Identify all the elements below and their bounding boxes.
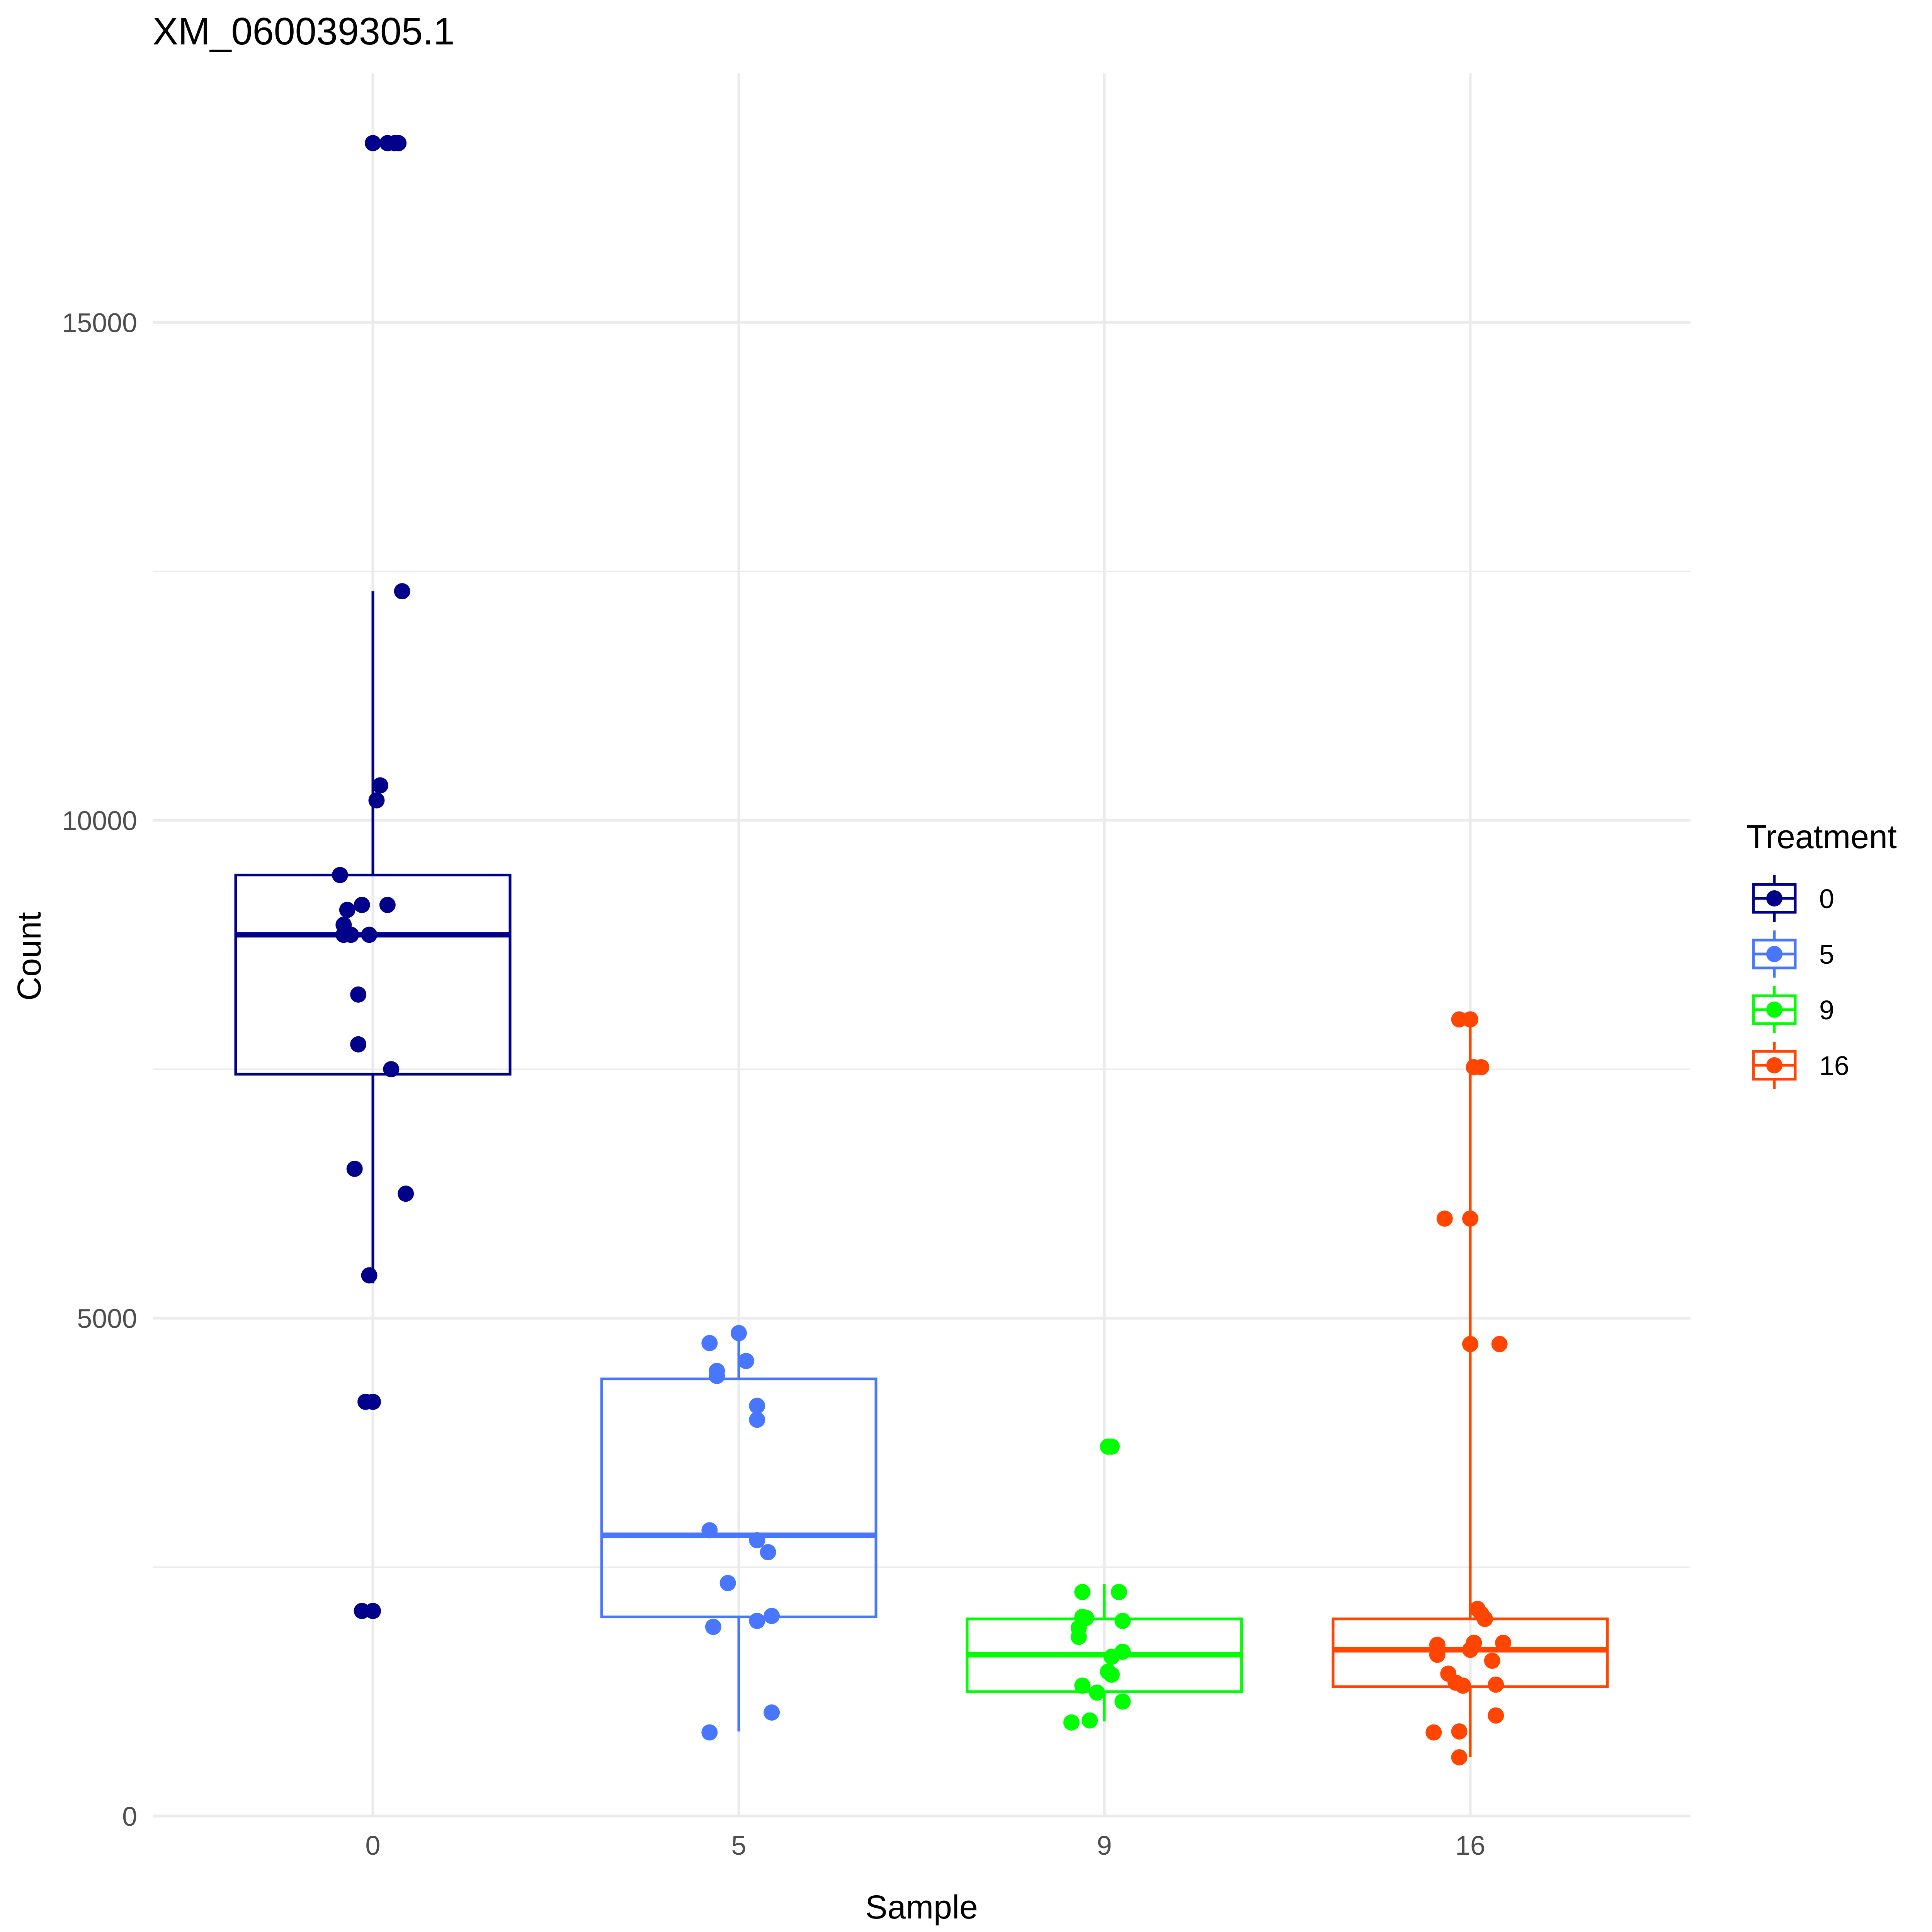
data-point xyxy=(1462,1011,1478,1028)
data-point xyxy=(1089,1684,1105,1701)
data-point xyxy=(365,135,381,151)
data-point xyxy=(1082,1712,1098,1729)
legend-key-point xyxy=(1766,1002,1782,1018)
data-point xyxy=(332,867,348,883)
y-tick-label: 15000 xyxy=(62,308,137,338)
legend-item-16: 16 xyxy=(1752,1042,1849,1089)
legend-item-9: 9 xyxy=(1752,986,1834,1033)
legend-key-point xyxy=(1766,1057,1782,1073)
data-point xyxy=(1491,1336,1508,1352)
data-point xyxy=(709,1367,725,1384)
box-plot-5 xyxy=(600,1333,878,1731)
box-plot-9 xyxy=(966,1584,1243,1722)
data-point xyxy=(368,792,385,809)
data-point xyxy=(731,1325,747,1342)
data-point xyxy=(1114,1612,1131,1629)
data-point xyxy=(760,1544,776,1561)
legend-title: Treatment xyxy=(1747,818,1897,855)
x-tick-label: 5 xyxy=(731,1830,747,1861)
data-point xyxy=(390,135,407,151)
legend-label: 9 xyxy=(1819,995,1834,1025)
legend-item-5: 5 xyxy=(1752,930,1834,978)
data-point xyxy=(749,1612,765,1629)
data-point xyxy=(394,583,410,600)
data-point xyxy=(701,1522,718,1539)
data-point xyxy=(738,1353,754,1369)
data-point xyxy=(1074,1584,1091,1600)
data-point xyxy=(1103,1648,1120,1665)
data-point xyxy=(1074,1677,1091,1694)
data-point xyxy=(1114,1693,1131,1710)
data-point xyxy=(705,1619,721,1635)
y-axis-ticks: 0 5000 10000 15000 xyxy=(62,308,137,1832)
legend-label: 5 xyxy=(1819,939,1834,969)
data-point xyxy=(1462,1210,1478,1227)
data-point xyxy=(379,896,396,913)
data-point xyxy=(1473,1059,1490,1075)
data-point xyxy=(749,1398,765,1414)
data-point xyxy=(764,1607,780,1624)
legend-item-0: 0 xyxy=(1752,875,1834,922)
data-point xyxy=(701,1724,718,1741)
data-point xyxy=(1495,1634,1512,1651)
y-axis-title: Count xyxy=(11,912,48,1001)
chart-title: XM_060039305.1 xyxy=(153,10,455,53)
data-point xyxy=(1429,1646,1446,1663)
data-point xyxy=(365,1393,381,1410)
legend-key-point xyxy=(1766,890,1782,906)
legend: Treatment 0 5 9 16 xyxy=(1747,818,1897,1089)
data-point xyxy=(1488,1676,1504,1693)
data-point xyxy=(354,896,370,913)
data-point xyxy=(749,1532,765,1549)
data-point xyxy=(350,986,367,1003)
data-point xyxy=(398,1185,414,1202)
legend-key-point xyxy=(1766,946,1782,962)
jitter-points xyxy=(332,135,1512,1765)
data-point xyxy=(1451,1749,1468,1765)
y-tick-label: 10000 xyxy=(62,806,137,836)
data-point xyxy=(719,1575,736,1591)
data-point xyxy=(701,1335,718,1351)
grid-lines xyxy=(153,73,1690,1818)
x-tick-label: 16 xyxy=(1455,1830,1485,1861)
data-point xyxy=(749,1412,765,1428)
data-point xyxy=(1455,1677,1471,1694)
x-tick-label: 9 xyxy=(1097,1830,1112,1861)
data-point xyxy=(1103,1667,1120,1683)
data-point xyxy=(1476,1611,1493,1627)
legend-label: 0 xyxy=(1819,884,1834,914)
x-axis-title: Sample xyxy=(865,1889,978,1926)
data-point xyxy=(343,927,359,943)
data-point xyxy=(1451,1723,1468,1740)
data-point xyxy=(361,927,378,943)
legend-label: 16 xyxy=(1819,1051,1849,1081)
data-point xyxy=(1484,1652,1500,1669)
data-point xyxy=(1425,1724,1442,1741)
y-tick-label: 5000 xyxy=(77,1303,137,1333)
box-iqr xyxy=(600,1378,878,1619)
data-point xyxy=(350,1036,367,1053)
data-point xyxy=(1103,1438,1120,1455)
data-point xyxy=(1462,1336,1478,1352)
data-point xyxy=(764,1704,780,1721)
data-point xyxy=(339,901,355,918)
box-iqr xyxy=(234,874,512,1076)
data-point xyxy=(1070,1629,1087,1645)
data-point xyxy=(1063,1714,1080,1731)
data-point xyxy=(1488,1707,1504,1724)
data-point xyxy=(1111,1584,1127,1600)
data-point xyxy=(1436,1210,1453,1227)
data-point xyxy=(361,1267,378,1284)
y-tick-label: 0 xyxy=(122,1801,137,1832)
data-point xyxy=(383,1061,400,1078)
data-point xyxy=(365,1603,381,1619)
data-point xyxy=(372,777,388,794)
x-tick-label: 0 xyxy=(366,1830,381,1861)
box-plots xyxy=(234,591,1609,1757)
x-axis-ticks: 0 5 9 16 xyxy=(366,1830,1485,1861)
data-point xyxy=(1462,1641,1478,1658)
data-point xyxy=(346,1160,363,1177)
